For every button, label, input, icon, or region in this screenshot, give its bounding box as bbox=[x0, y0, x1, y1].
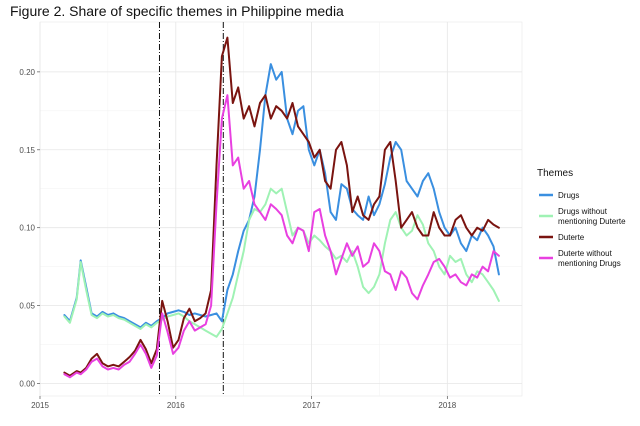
y-tick-label: 0.05 bbox=[19, 302, 35, 311]
y-tick-label: 0.00 bbox=[19, 380, 35, 389]
x-tick-label: 2018 bbox=[438, 401, 456, 410]
legend-label-duterte: Duterte bbox=[558, 233, 585, 242]
x-tick-label: 2017 bbox=[303, 401, 321, 410]
chart-title: Figure 2. Share of specific themes in Ph… bbox=[10, 3, 344, 19]
legend: Themes Drugs Drugs without mentioning Duter… bbox=[537, 168, 626, 268]
y-tick-label: 0.20 bbox=[19, 68, 35, 77]
series-line-duterte bbox=[63, 36, 500, 377]
y-tick-label: 0.10 bbox=[19, 224, 35, 233]
series-line-drugs-without-mentioning-duterte bbox=[63, 187, 500, 338]
legend-label-duterte-without-mentioning-drugs: Duterte without mentioning Drugs bbox=[558, 249, 621, 268]
legend-title: Themes bbox=[537, 168, 573, 179]
x-tick-label: 2016 bbox=[167, 401, 185, 410]
plot-panel bbox=[39, 21, 523, 397]
series-line-drugs bbox=[63, 63, 500, 329]
series-lines bbox=[63, 36, 500, 379]
x-tick-label: 2015 bbox=[31, 401, 49, 410]
axes: 0.00 0.05 0.10 0.15 0.20 2015 2016 2017 2018 bbox=[19, 68, 456, 410]
series-line-duterte-without-mentioning-drugs bbox=[63, 94, 500, 379]
y-tick-label: 0.15 bbox=[19, 146, 35, 155]
legend-label-drugs-without-mentioning-duterte: Drugs without mentioning Duterte bbox=[558, 207, 626, 226]
legend-label-drugs: Drugs bbox=[558, 191, 579, 200]
gridlines bbox=[39, 21, 523, 397]
